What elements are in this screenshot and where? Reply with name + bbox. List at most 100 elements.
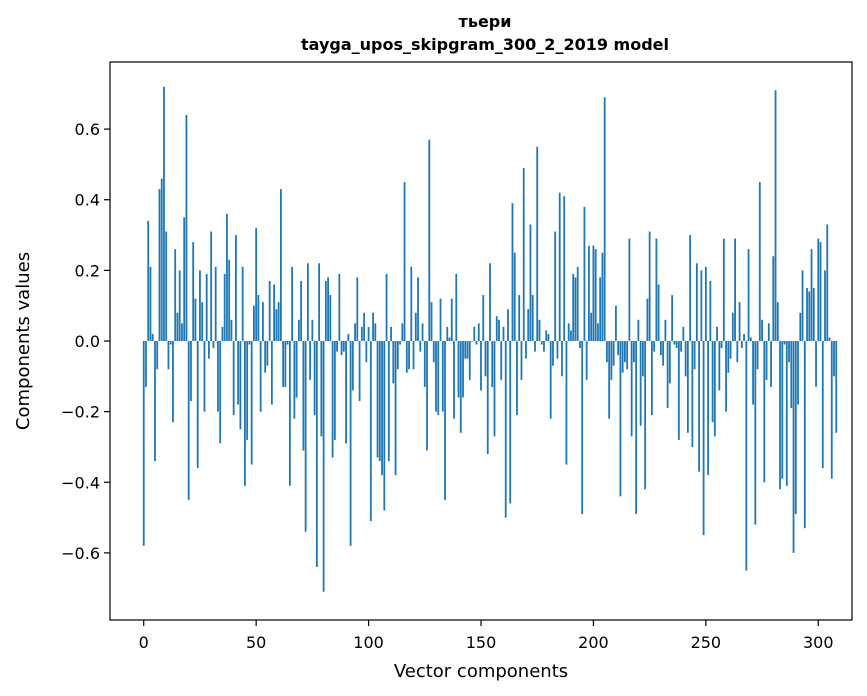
x-axis-ticks: 0 50 100 150 200 250 300	[139, 620, 834, 652]
bar	[557, 341, 559, 359]
bar	[617, 341, 619, 355]
bar	[388, 341, 390, 461]
bar	[530, 224, 532, 341]
bar	[231, 320, 233, 341]
bar	[251, 341, 253, 465]
bar	[260, 341, 262, 412]
bar	[680, 341, 682, 352]
bar	[233, 341, 235, 415]
bar	[460, 341, 462, 433]
bar	[615, 306, 617, 341]
bar	[811, 249, 813, 341]
x-tick-label: 150	[466, 633, 497, 652]
bar	[786, 341, 788, 486]
bar	[487, 341, 489, 454]
x-tick-label: 300	[803, 633, 834, 652]
bar	[626, 341, 628, 369]
bar	[275, 309, 277, 341]
bar	[179, 270, 181, 341]
bar	[691, 341, 693, 447]
bar	[664, 320, 666, 341]
y-tick-label: −0.4	[61, 473, 100, 492]
bar	[554, 232, 556, 341]
bar	[833, 341, 835, 376]
bar	[145, 341, 147, 387]
bar	[332, 341, 334, 458]
bar	[341, 341, 343, 355]
bar	[244, 341, 246, 486]
bar	[768, 323, 770, 341]
bar	[415, 313, 417, 341]
bar	[784, 341, 786, 345]
bar	[482, 295, 484, 341]
bar	[586, 341, 588, 380]
bar	[258, 295, 260, 341]
bar	[478, 323, 480, 341]
bar	[284, 341, 286, 387]
bar	[201, 302, 203, 341]
bar	[215, 267, 217, 341]
bar	[183, 217, 185, 341]
bar	[646, 299, 648, 341]
bar	[458, 341, 460, 398]
bar	[613, 341, 615, 366]
bar	[813, 288, 815, 341]
bar	[541, 341, 543, 345]
bar	[516, 341, 518, 415]
bar	[401, 323, 403, 341]
bar	[446, 327, 448, 341]
bar	[449, 337, 451, 341]
bar	[287, 341, 289, 345]
bar	[662, 341, 664, 366]
bar	[705, 267, 707, 341]
bar	[226, 214, 228, 341]
bar	[208, 341, 210, 359]
bar	[338, 274, 340, 341]
bar	[633, 341, 635, 362]
bar	[408, 341, 410, 369]
bar	[496, 316, 498, 341]
bar	[604, 97, 606, 341]
chart-subtitle: tayga_upos_skipgram_300_2_2019 model	[301, 35, 669, 54]
bar	[595, 249, 597, 341]
bar	[730, 341, 732, 359]
bar	[356, 277, 358, 341]
bar	[188, 341, 190, 500]
bar	[669, 341, 671, 383]
bar	[246, 341, 248, 440]
bar	[766, 341, 768, 380]
y-axis-label: Components values	[13, 252, 34, 430]
bar	[170, 341, 172, 345]
bar	[424, 341, 426, 387]
bar	[673, 341, 675, 345]
bar	[156, 341, 158, 369]
bar	[186, 115, 188, 341]
bar	[550, 341, 552, 419]
bar	[721, 341, 723, 348]
bar	[606, 341, 608, 362]
bar	[631, 341, 633, 436]
bar	[563, 196, 565, 341]
bar	[494, 341, 496, 436]
bar	[700, 270, 702, 341]
bar	[210, 232, 212, 341]
bar	[440, 299, 442, 341]
bar	[199, 270, 201, 341]
bar	[667, 341, 669, 408]
y-tick-label: 0.2	[75, 261, 100, 280]
bar	[159, 189, 161, 341]
bar	[527, 309, 529, 341]
bar	[536, 147, 538, 341]
bar	[514, 253, 516, 341]
bar	[307, 263, 309, 341]
bar	[343, 341, 345, 352]
bar	[271, 341, 273, 405]
bar	[703, 341, 705, 535]
bar	[413, 341, 415, 369]
bar	[539, 320, 541, 341]
bar	[473, 327, 475, 341]
bar	[534, 341, 536, 352]
bar	[347, 334, 349, 341]
bar	[217, 341, 219, 412]
bar	[314, 341, 316, 415]
